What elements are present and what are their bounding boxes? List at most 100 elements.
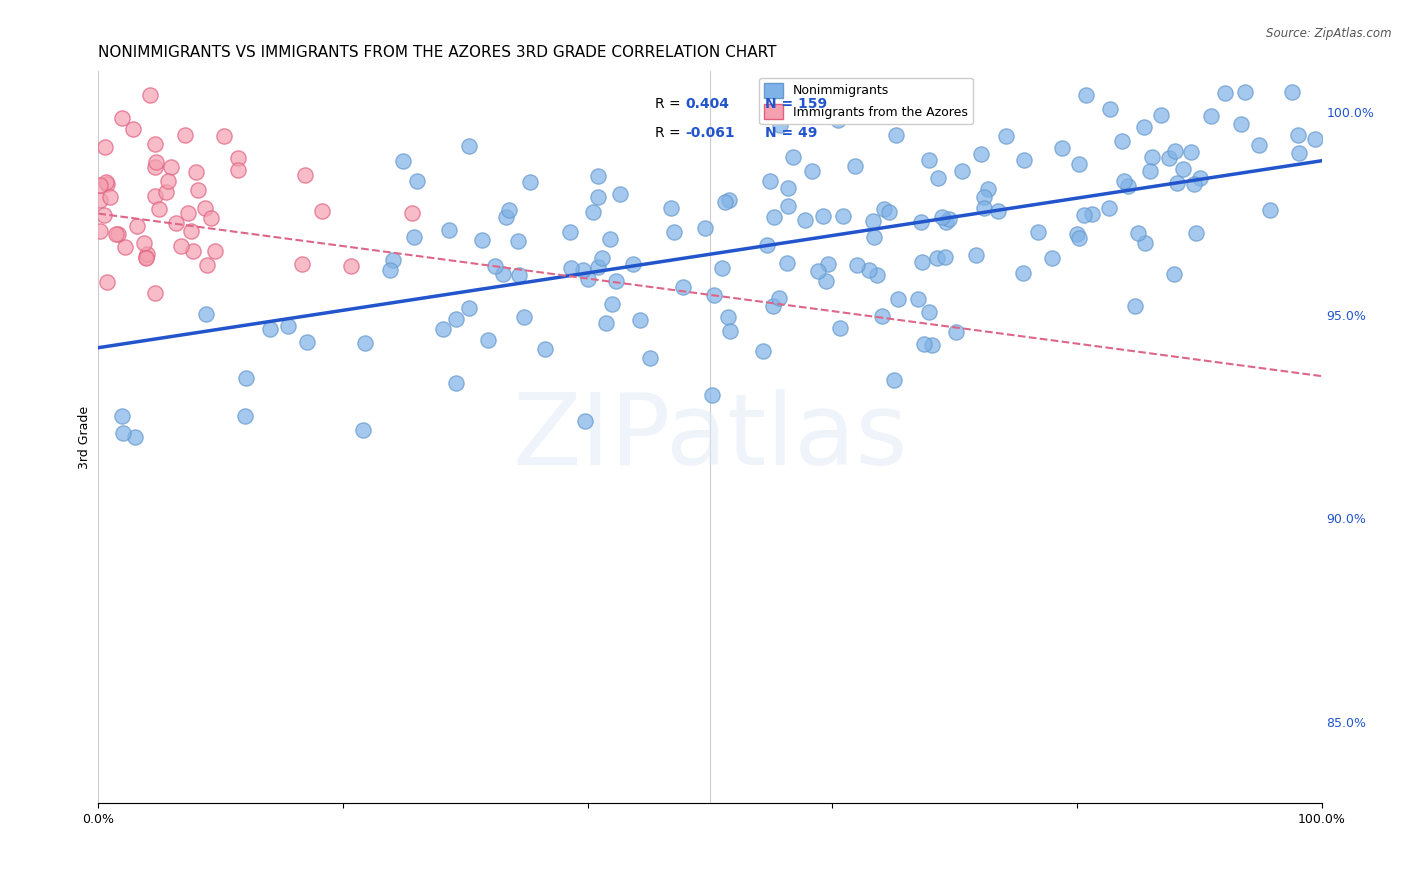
Point xyxy=(1099,102,1122,116)
Point xyxy=(605,274,627,288)
Point xyxy=(402,230,425,244)
Point xyxy=(458,138,481,153)
Point xyxy=(886,128,908,142)
Point xyxy=(1288,146,1310,161)
Point xyxy=(776,256,799,270)
Point xyxy=(155,185,177,199)
Point xyxy=(973,201,995,215)
Point xyxy=(912,336,935,351)
Point xyxy=(969,147,991,161)
Text: N = 159: N = 159 xyxy=(765,97,827,111)
Point xyxy=(1133,120,1156,134)
Point xyxy=(762,299,785,313)
Point xyxy=(807,263,830,277)
Point xyxy=(973,190,995,204)
Point xyxy=(187,183,209,197)
Point xyxy=(194,201,217,215)
Point xyxy=(1182,177,1205,191)
Point xyxy=(1213,86,1236,100)
Point xyxy=(950,163,973,178)
Point xyxy=(576,272,599,286)
Point xyxy=(934,250,956,264)
Point xyxy=(862,214,884,228)
Point xyxy=(718,324,741,338)
Point xyxy=(1185,226,1208,240)
Point xyxy=(1073,208,1095,222)
Point xyxy=(93,208,115,222)
Point xyxy=(811,210,834,224)
Point xyxy=(910,215,932,229)
Point xyxy=(160,160,183,174)
Point xyxy=(1111,134,1133,148)
Point xyxy=(519,176,541,190)
Point xyxy=(1159,151,1181,165)
Point xyxy=(533,342,555,356)
Point xyxy=(114,239,136,253)
Point xyxy=(157,173,180,187)
Point xyxy=(94,175,117,189)
Text: Source: ZipAtlas.com: Source: ZipAtlas.com xyxy=(1267,27,1392,40)
Point xyxy=(862,230,884,244)
Point xyxy=(1066,227,1088,242)
Point xyxy=(477,333,499,347)
Point xyxy=(111,425,134,440)
Point xyxy=(437,223,460,237)
Point xyxy=(828,320,851,334)
Point xyxy=(1163,267,1185,281)
Point xyxy=(135,251,157,265)
Point xyxy=(700,388,723,402)
Point xyxy=(1230,117,1253,131)
Point xyxy=(872,202,894,216)
Point xyxy=(195,258,218,272)
Point xyxy=(759,174,782,188)
Point xyxy=(311,204,333,219)
Point xyxy=(768,291,790,305)
Text: R =: R = xyxy=(655,97,685,111)
Point xyxy=(1014,153,1036,167)
Point xyxy=(703,287,725,301)
Point xyxy=(111,409,134,423)
Point xyxy=(586,190,609,204)
Point xyxy=(339,259,361,273)
Point xyxy=(354,336,377,351)
Point xyxy=(769,118,792,132)
Point xyxy=(1303,132,1326,146)
Point xyxy=(498,202,520,217)
Point xyxy=(844,160,866,174)
Point xyxy=(586,169,609,183)
Point xyxy=(484,259,506,273)
Point xyxy=(1150,108,1173,122)
Point xyxy=(492,267,515,281)
Point xyxy=(212,128,235,143)
Point xyxy=(827,113,849,128)
Point xyxy=(457,301,479,315)
Point xyxy=(235,409,257,424)
Point xyxy=(170,238,193,252)
Text: ZIPatlas: ZIPatlas xyxy=(512,389,908,485)
Point xyxy=(879,205,901,219)
Point xyxy=(661,201,683,215)
Point xyxy=(1233,85,1256,99)
Point xyxy=(174,128,197,142)
Point xyxy=(107,227,129,242)
Point xyxy=(1116,179,1139,194)
Point xyxy=(965,248,987,262)
Point xyxy=(94,140,117,154)
Point xyxy=(145,189,167,203)
Point xyxy=(717,310,740,325)
Point xyxy=(1249,137,1271,152)
Point xyxy=(987,203,1010,218)
Point xyxy=(752,343,775,358)
Point xyxy=(582,204,605,219)
Point xyxy=(866,268,889,282)
Point xyxy=(96,275,118,289)
Point xyxy=(945,325,967,339)
Point xyxy=(177,205,200,219)
Point xyxy=(277,318,299,333)
Point xyxy=(595,316,617,330)
Point xyxy=(693,221,716,235)
Point xyxy=(883,373,905,387)
Point xyxy=(194,307,217,321)
Point xyxy=(1123,299,1146,313)
Point xyxy=(609,186,631,201)
